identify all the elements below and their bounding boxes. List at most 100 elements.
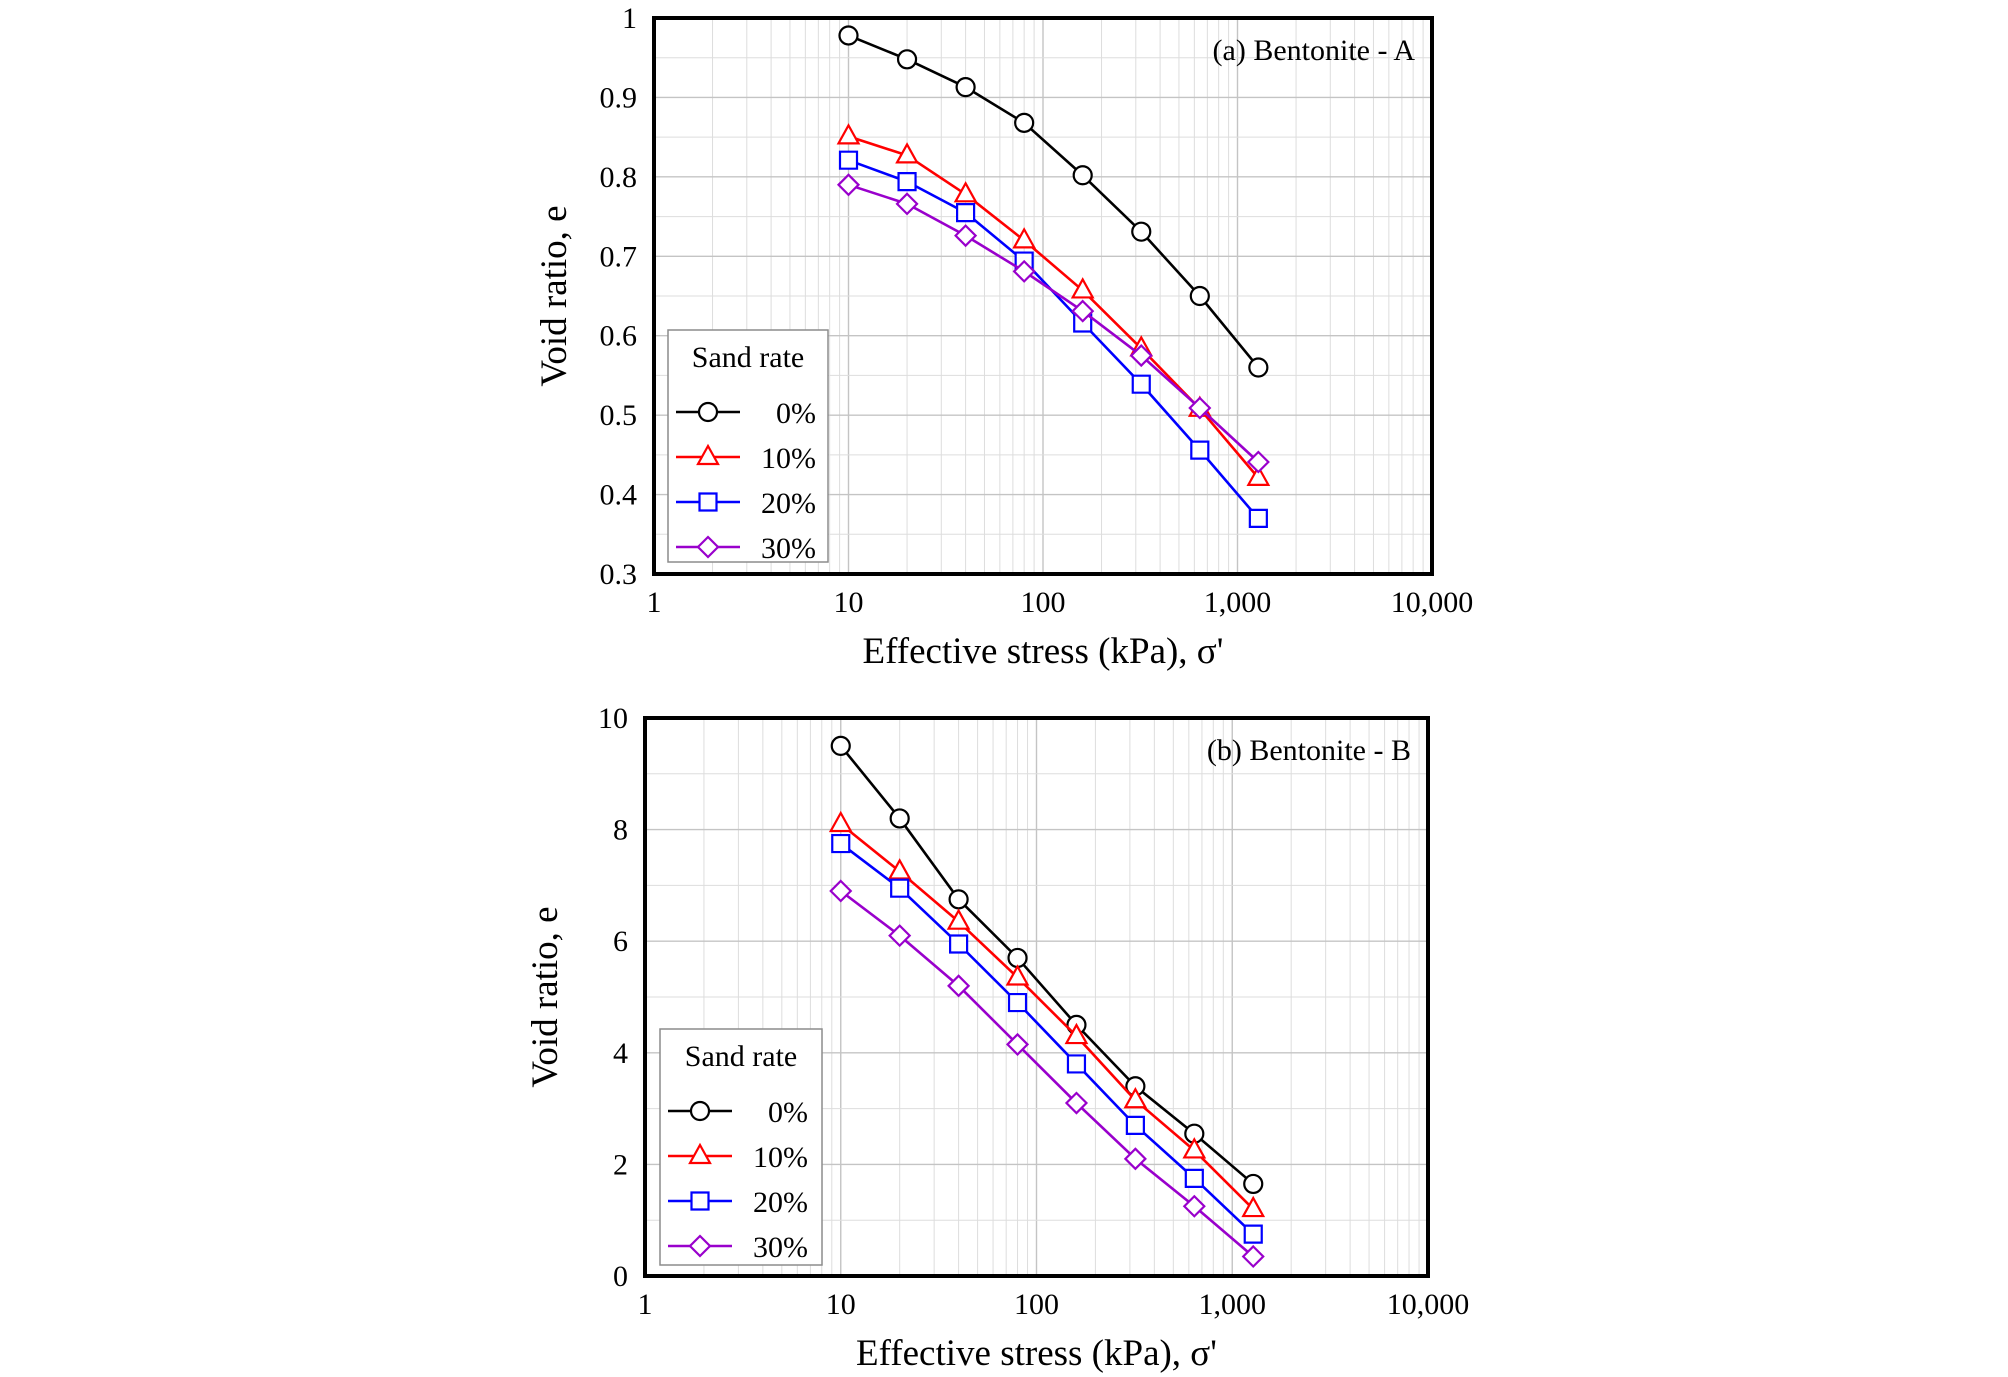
legend-item-0pct: 0% — [676, 397, 816, 430]
legend-marker — [697, 401, 719, 423]
y-axis-title: Void ratio, e — [525, 906, 566, 1087]
data-point — [1248, 357, 1269, 378]
legend-item-10pct: 10% — [676, 442, 816, 475]
legend-item-30pct: 30% — [668, 1231, 808, 1264]
x-tick-label: 100 — [1021, 586, 1066, 619]
y-tick-label: 0.5 — [600, 399, 638, 432]
series-0pct — [830, 735, 1264, 1195]
plot-frame — [652, 16, 1434, 576]
data-point — [1246, 450, 1270, 474]
series-10pct — [828, 810, 1266, 1218]
y-tick-label: 2 — [613, 1148, 628, 1181]
data-point — [1182, 1194, 1206, 1218]
data-point — [954, 224, 978, 248]
legend-label: 10% — [753, 1141, 808, 1174]
y-tick-label: 0.3 — [600, 558, 638, 591]
data-point — [889, 808, 910, 829]
data-point — [949, 934, 969, 954]
plot-frame — [643, 716, 1430, 1278]
legend-label: 0% — [776, 397, 816, 430]
series-line — [839, 823, 1255, 1210]
series-line — [839, 889, 1255, 1258]
data-point — [1014, 112, 1035, 133]
legend-marker — [688, 1142, 712, 1165]
y-tick-label: 8 — [613, 814, 628, 847]
data-point — [1012, 259, 1036, 283]
y-tick-label: 0 — [613, 1260, 628, 1293]
data-point — [1131, 221, 1152, 242]
data-point — [1071, 299, 1095, 323]
x-tick-label: 100 — [1014, 1288, 1059, 1321]
data-point — [895, 192, 919, 216]
y-tick-label: 0.6 — [600, 320, 638, 353]
data-point — [1007, 992, 1028, 1013]
data-point — [1125, 1115, 1145, 1135]
data-point — [838, 25, 859, 46]
data-point — [1005, 964, 1030, 986]
data-point — [946, 908, 971, 930]
data-point — [896, 49, 918, 70]
data-point — [897, 172, 917, 192]
data-point — [947, 974, 971, 998]
panel-annotation: (b) Bentonite - B — [1207, 734, 1411, 767]
x-tick-label: 1,000 — [1199, 1288, 1267, 1321]
x-tick-label: 10 — [826, 1288, 856, 1321]
x-tick-label: 10,000 — [1387, 1288, 1470, 1321]
data-point — [836, 123, 861, 145]
data-point — [1243, 1224, 1263, 1244]
data-point — [1066, 1054, 1087, 1074]
y-tick-label: 10 — [598, 702, 628, 735]
legend-item-20pct: 20% — [668, 1186, 808, 1219]
series-30pct — [836, 173, 1270, 474]
data-point — [953, 181, 978, 203]
legend-marker — [689, 1100, 711, 1122]
data-point — [1129, 344, 1153, 368]
legend-title: Sand rate — [692, 341, 804, 374]
data-point — [1184, 1168, 1204, 1188]
series-line — [848, 183, 1260, 463]
legend-item-10pct: 10% — [668, 1141, 808, 1174]
data-point — [838, 150, 859, 170]
legend-label: 30% — [753, 1231, 808, 1264]
data-point — [890, 878, 910, 898]
legend-marker — [698, 492, 718, 512]
data-point — [955, 77, 976, 98]
data-point — [1064, 1091, 1089, 1115]
legend-marker — [696, 535, 720, 559]
data-point — [1248, 508, 1268, 528]
data-point — [828, 810, 853, 833]
y-tick-label: 0.7 — [600, 240, 638, 273]
data-point — [1131, 374, 1151, 394]
x-axis-title: Effective stress (kPa), σ' — [863, 631, 1224, 672]
data-point — [1182, 1137, 1207, 1159]
data-point — [831, 833, 851, 854]
series-line — [839, 745, 1255, 1185]
series-20pct — [831, 833, 1263, 1244]
legend: Sand rate 0% 10% 20% 30% — [667, 329, 829, 565]
data-point — [1241, 1195, 1266, 1218]
series-30pct — [829, 879, 1265, 1269]
x-axis-title: Effective stress (kPa), σ' — [856, 1333, 1217, 1374]
series-0pct — [838, 25, 1269, 378]
data-point — [1123, 1147, 1147, 1171]
legend-marker — [688, 1234, 712, 1258]
y-tick-label: 0.8 — [600, 161, 638, 194]
data-point — [1188, 396, 1212, 420]
data-point — [1005, 1032, 1030, 1056]
legend-label: 20% — [761, 487, 816, 520]
legend-title: Sand rate — [685, 1040, 797, 1073]
legend-item-30pct: 30% — [676, 532, 816, 565]
data-point — [888, 924, 912, 948]
gridlines — [653, 17, 1433, 575]
data-point — [1072, 165, 1093, 186]
data-point — [1012, 227, 1037, 249]
legend-item-0pct: 0% — [668, 1096, 808, 1129]
legend-box — [667, 329, 829, 563]
legend: Sand rate 0% 10% 20% 30% — [659, 1028, 823, 1266]
data-point — [956, 203, 976, 223]
y-tick-label: 6 — [613, 925, 628, 958]
data-point — [1123, 1086, 1148, 1109]
data-point — [1190, 440, 1210, 460]
